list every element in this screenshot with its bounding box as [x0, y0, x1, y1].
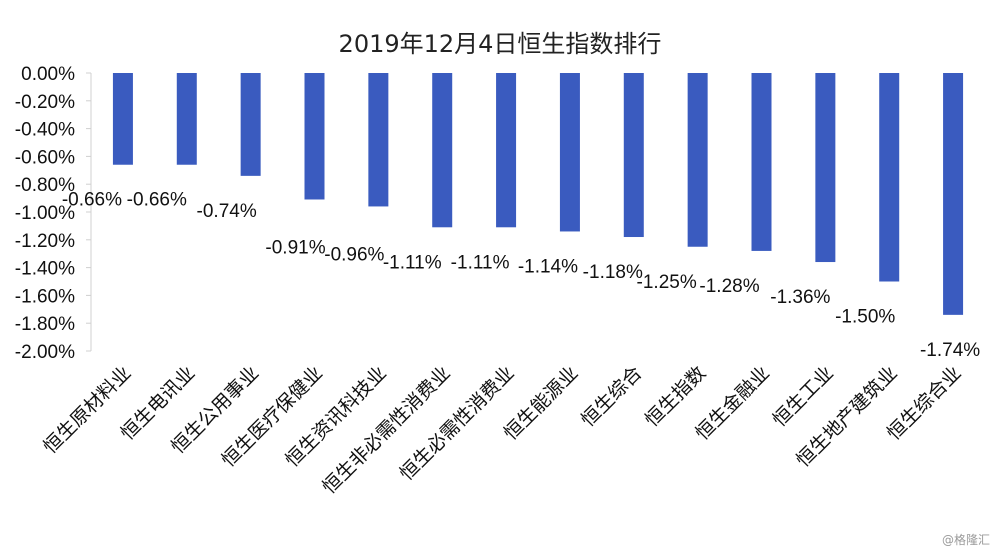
y-tick-label: -0.40%	[15, 120, 75, 141]
bar	[432, 73, 453, 228]
data-label: -0.66%	[127, 190, 187, 211]
data-label: -1.36%	[770, 287, 830, 308]
bar	[496, 73, 517, 228]
data-label: -1.11%	[383, 252, 442, 273]
bar	[943, 73, 964, 315]
data-label: -1.28%	[699, 276, 759, 297]
y-tick-label: -1.20%	[15, 231, 75, 252]
bar	[879, 73, 900, 282]
x-tick-label: 恒生原材料业	[39, 362, 135, 458]
bar	[368, 73, 389, 207]
y-tick-label: -0.20%	[15, 92, 75, 113]
bar	[559, 73, 580, 232]
data-label: -1.50%	[835, 307, 895, 328]
bar	[112, 73, 133, 165]
data-label: -0.74%	[197, 201, 257, 222]
chart-title: 2019年12月4日恒生指数排行	[339, 30, 662, 58]
bar	[815, 73, 836, 263]
watermark: @格隆汇	[942, 532, 990, 547]
data-label: -1.18%	[583, 262, 643, 283]
data-label: -1.74%	[920, 340, 980, 361]
bar	[623, 73, 644, 238]
bar	[687, 73, 708, 247]
y-tick-label: -2.00%	[15, 342, 75, 363]
data-label: -0.96%	[324, 244, 384, 265]
bar	[176, 73, 197, 165]
y-tick-label: 0.00%	[21, 64, 75, 85]
data-label: -0.91%	[265, 237, 325, 258]
y-tick-label: -1.80%	[15, 314, 75, 335]
y-axis: 0.00% -0.20% -0.40% -0.60% -0.80% -1.00% -1.20…	[15, 64, 92, 363]
bar	[240, 73, 261, 176]
x-axis-labels: 恒生原材料业恒生电讯业恒生公用事业恒生医疗保健业恒生资讯科技业恒生非必需性消费业…	[39, 362, 965, 498]
data-labels: -0.66% -0.66%-0.74%-0.91%-0.96%-1.11% -1.1…	[62, 190, 980, 361]
y-tick-label: -1.40%	[15, 259, 75, 280]
x-tick-label: 恒生综合	[577, 362, 646, 431]
data-label: -1.25%	[637, 272, 697, 293]
y-tick-label: -0.60%	[15, 147, 75, 168]
bar	[304, 73, 325, 200]
bar	[751, 73, 772, 251]
bars	[112, 73, 964, 315]
y-tick-label: -1.00%	[15, 203, 75, 224]
data-label: -1.14%	[518, 256, 578, 277]
data-label: -0.66%	[62, 190, 122, 211]
y-tick-label: -0.80%	[15, 175, 75, 196]
x-tick-label: 恒生必需性消费业	[396, 362, 519, 485]
y-tick-label: -1.60%	[15, 286, 75, 307]
data-label: -1.11%	[451, 252, 510, 273]
